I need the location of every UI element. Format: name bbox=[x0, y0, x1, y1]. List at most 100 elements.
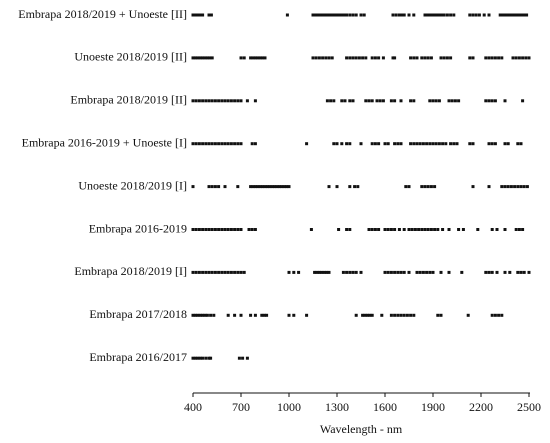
point bbox=[487, 185, 491, 189]
point bbox=[506, 185, 510, 189]
point bbox=[265, 313, 269, 317]
point bbox=[429, 228, 433, 231]
point bbox=[471, 185, 475, 189]
point bbox=[434, 99, 438, 103]
point bbox=[226, 313, 230, 317]
point bbox=[389, 228, 393, 231]
point bbox=[313, 13, 317, 17]
point bbox=[317, 270, 321, 274]
point bbox=[351, 99, 355, 103]
point bbox=[516, 270, 520, 274]
point bbox=[517, 13, 521, 17]
point bbox=[337, 228, 341, 231]
point bbox=[311, 56, 315, 60]
point bbox=[397, 13, 401, 17]
point bbox=[407, 228, 411, 231]
point bbox=[402, 313, 406, 317]
point bbox=[490, 270, 494, 274]
point bbox=[503, 185, 507, 189]
point bbox=[364, 56, 368, 60]
point bbox=[420, 228, 424, 231]
point bbox=[340, 142, 344, 146]
point bbox=[449, 56, 453, 60]
category-label: Embrapa 2016/2017 bbox=[89, 350, 187, 364]
point bbox=[426, 56, 430, 60]
point bbox=[251, 185, 255, 189]
point bbox=[342, 13, 346, 17]
point bbox=[490, 313, 494, 317]
point bbox=[287, 270, 291, 274]
point bbox=[343, 99, 347, 103]
point bbox=[323, 13, 327, 17]
point bbox=[515, 13, 519, 17]
point bbox=[191, 13, 195, 17]
point bbox=[324, 56, 328, 60]
point bbox=[391, 13, 395, 17]
point bbox=[391, 56, 395, 60]
point bbox=[223, 142, 227, 146]
point bbox=[201, 99, 205, 103]
point bbox=[261, 185, 265, 189]
point bbox=[282, 185, 286, 189]
point bbox=[482, 13, 486, 17]
point bbox=[437, 13, 441, 17]
point bbox=[236, 270, 240, 274]
point bbox=[205, 56, 209, 60]
point bbox=[330, 13, 334, 17]
point bbox=[399, 99, 403, 103]
point bbox=[233, 142, 237, 146]
point bbox=[204, 228, 208, 231]
point bbox=[203, 56, 207, 60]
point bbox=[423, 185, 427, 189]
point bbox=[337, 13, 341, 17]
point bbox=[415, 142, 419, 146]
x-tick-label: 1300 bbox=[325, 400, 349, 414]
point bbox=[256, 56, 260, 60]
point bbox=[226, 270, 230, 274]
point bbox=[445, 56, 449, 60]
point bbox=[213, 185, 217, 189]
point bbox=[415, 56, 419, 60]
point bbox=[429, 56, 433, 60]
point bbox=[210, 99, 214, 103]
point bbox=[471, 142, 475, 146]
point bbox=[503, 142, 507, 146]
point bbox=[357, 56, 361, 60]
point bbox=[348, 142, 352, 146]
point bbox=[236, 185, 240, 189]
point bbox=[345, 56, 349, 60]
point bbox=[209, 313, 213, 317]
point bbox=[193, 56, 197, 60]
point bbox=[359, 142, 363, 146]
point bbox=[348, 13, 352, 17]
point bbox=[197, 228, 201, 231]
point bbox=[503, 13, 507, 17]
point bbox=[253, 56, 257, 60]
point bbox=[220, 142, 224, 146]
point bbox=[217, 99, 221, 103]
category-label: Embrapa 2017/2018 bbox=[89, 307, 187, 321]
point bbox=[519, 142, 523, 146]
point bbox=[409, 142, 413, 146]
point bbox=[386, 270, 390, 274]
point bbox=[508, 13, 512, 17]
point bbox=[253, 142, 257, 146]
point bbox=[457, 99, 461, 103]
point bbox=[196, 356, 200, 360]
point bbox=[348, 228, 352, 231]
point bbox=[415, 270, 419, 274]
point bbox=[393, 56, 397, 60]
point bbox=[242, 56, 246, 60]
point bbox=[498, 13, 502, 17]
point bbox=[368, 313, 372, 317]
point bbox=[487, 56, 491, 60]
point bbox=[229, 228, 233, 231]
point bbox=[253, 313, 257, 317]
point bbox=[522, 13, 526, 17]
point bbox=[229, 270, 233, 274]
point bbox=[351, 270, 355, 274]
point bbox=[316, 13, 320, 17]
point bbox=[262, 313, 266, 317]
point bbox=[194, 142, 198, 146]
point bbox=[430, 13, 434, 17]
